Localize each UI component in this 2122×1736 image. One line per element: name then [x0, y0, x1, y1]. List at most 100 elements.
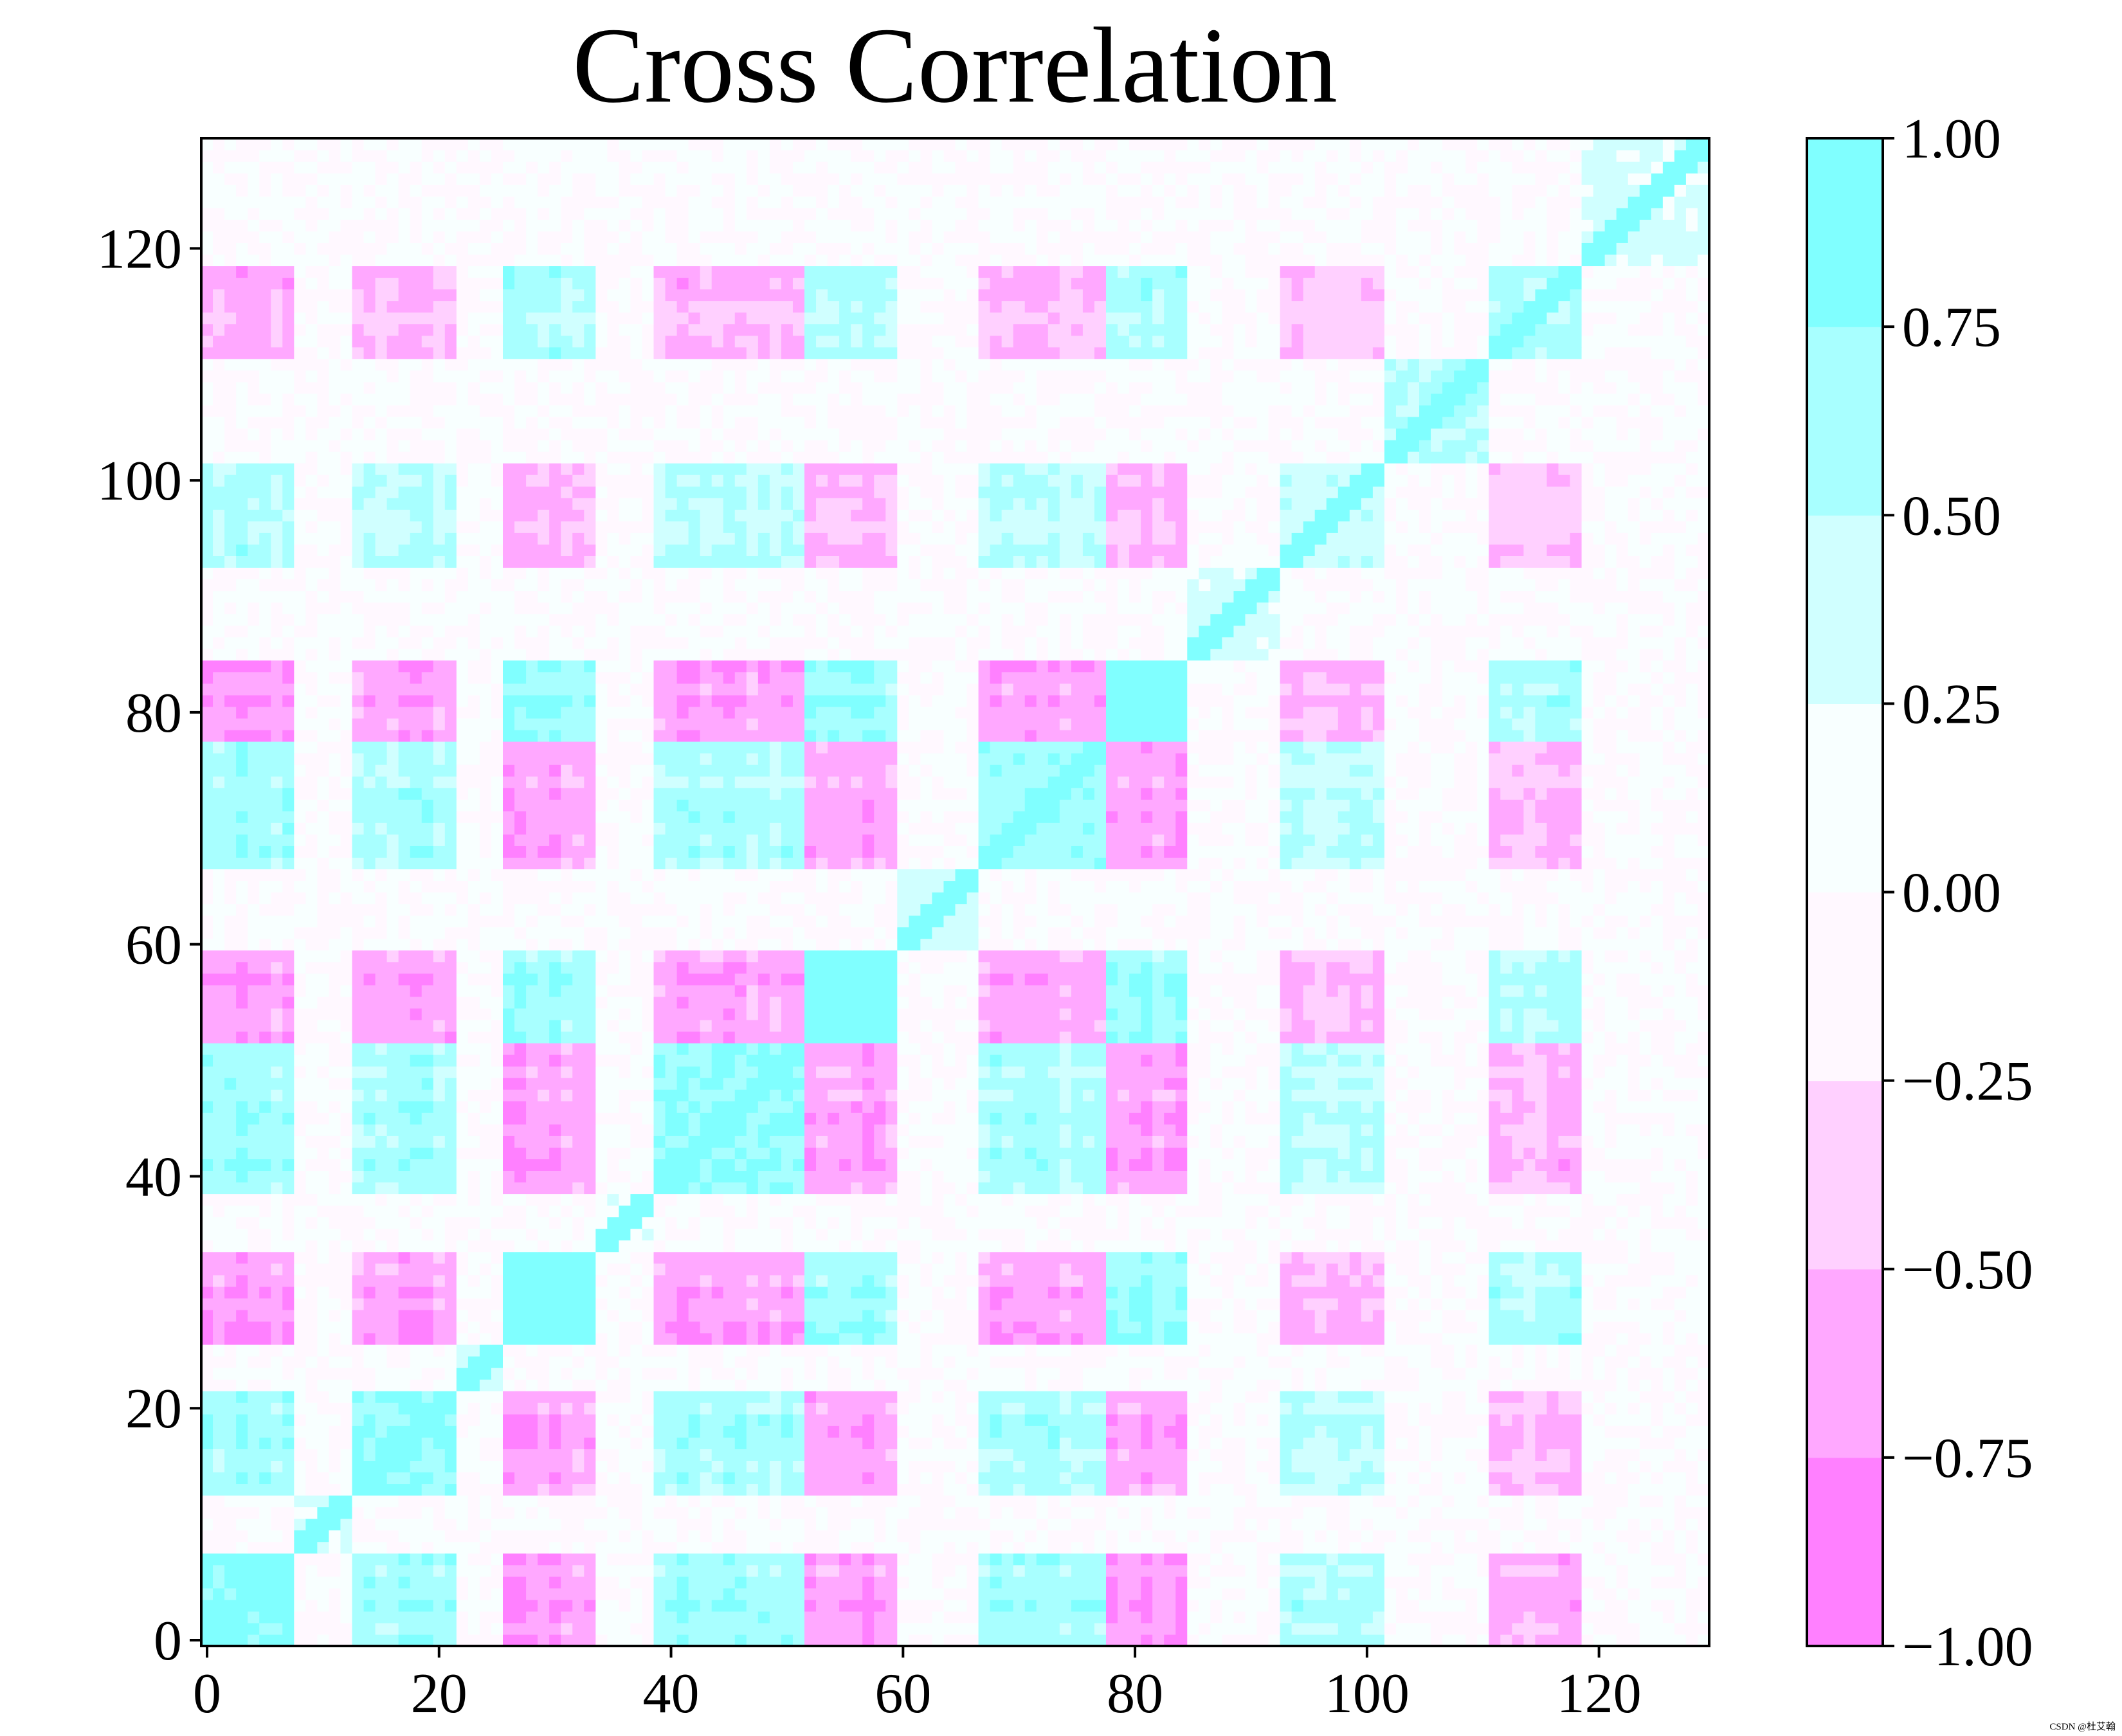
heatmap-cell — [595, 1228, 631, 1241]
heatmap-cell — [1628, 1089, 1652, 1101]
heatmap-cell — [1187, 903, 1211, 916]
heatmap-cell — [538, 1599, 550, 1612]
heatmap-cell — [1465, 961, 1489, 974]
heatmap-cell — [1558, 764, 1571, 777]
heatmap-cell — [1361, 1240, 1385, 1252]
heatmap-cell — [1535, 1193, 1548, 1206]
heatmap-cell — [433, 1599, 446, 1612]
heatmap-cell — [1558, 1356, 1571, 1368]
heatmap-cell — [966, 1066, 979, 1078]
heatmap-cell — [1094, 1240, 1165, 1252]
heatmap-cell — [1697, 938, 1710, 951]
heatmap-cell — [201, 892, 213, 905]
heatmap-cell — [456, 1263, 469, 1276]
heatmap-cell — [897, 776, 921, 788]
heatmap-cell — [1477, 996, 1489, 1009]
heatmap-cell — [1384, 1159, 1408, 1171]
heatmap-cell — [723, 961, 747, 974]
heatmap-cell — [874, 1043, 898, 1055]
heatmap-cell — [282, 1205, 295, 1218]
heatmap-cell — [1314, 1321, 1327, 1334]
heatmap-cell — [1047, 927, 1072, 939]
heatmap-cell — [1199, 1159, 1211, 1171]
heatmap-cell — [978, 834, 991, 846]
heatmap-cell — [920, 1321, 945, 1334]
heatmap-cell — [700, 915, 712, 928]
heatmap-cell — [1604, 1135, 1617, 1148]
heatmap-cell — [1558, 1402, 1582, 1415]
heatmap-cell — [1175, 1599, 1188, 1612]
heatmap-cell — [897, 1066, 909, 1078]
heatmap-cell — [503, 1344, 527, 1357]
heatmap-cell — [1593, 845, 1606, 858]
heatmap-cell — [1291, 1402, 1304, 1415]
heatmap-cell — [1431, 1297, 1443, 1310]
heatmap-cell — [1639, 1437, 1675, 1449]
heatmap-cell — [491, 1101, 503, 1113]
heatmap-cell — [955, 1506, 979, 1519]
heatmap-cell — [1581, 961, 1594, 974]
heatmap-cell — [467, 892, 480, 905]
heatmap-cell — [1199, 1425, 1222, 1438]
heatmap-cell — [816, 938, 840, 951]
heatmap-cell — [1581, 1147, 1606, 1159]
heatmap-cell — [236, 961, 248, 974]
heatmap-cell — [1546, 1124, 1582, 1136]
heatmap-cell — [1431, 1541, 1443, 1554]
heatmap-cell — [1639, 822, 1652, 835]
heatmap-cell — [757, 973, 770, 986]
heatmap-cell — [352, 1622, 376, 1635]
heatmap-cell — [317, 811, 330, 823]
heatmap-cell — [932, 1425, 956, 1438]
heatmap-cell — [294, 834, 306, 846]
heatmap-cell — [711, 1506, 736, 1519]
heatmap-cell — [943, 857, 956, 870]
heatmap-cell — [1314, 1379, 1327, 1391]
heatmap-cell — [688, 1379, 701, 1391]
heatmap-cell — [1361, 927, 1385, 939]
heatmap-cell — [1222, 1066, 1258, 1078]
heatmap-cell — [642, 1541, 678, 1554]
heatmap-cell — [1268, 776, 1281, 788]
heatmap-cell — [1361, 1124, 1374, 1136]
heatmap-cell — [271, 729, 283, 742]
heatmap-cell — [804, 845, 817, 858]
heatmap-cell — [1361, 1437, 1374, 1449]
heatmap-cell — [1106, 996, 1141, 1009]
heatmap-cell — [1210, 880, 1222, 893]
heatmap-cell — [1036, 729, 1107, 742]
heatmap-cell — [1175, 1054, 1188, 1067]
heatmap-cell — [897, 1112, 909, 1125]
heatmap-cell — [456, 1564, 492, 1577]
heatmap-cell — [920, 729, 945, 742]
heatmap-cell — [1175, 1611, 1188, 1623]
heatmap-cell — [1118, 1541, 1165, 1554]
heatmap-cell — [1141, 1402, 1188, 1415]
heatmap-cell — [1129, 1182, 1188, 1195]
heatmap-cell — [642, 1599, 655, 1612]
heatmap-cell — [503, 1425, 538, 1438]
heatmap-cell — [1245, 1472, 1269, 1485]
heatmap-cell — [1489, 1483, 1501, 1496]
heatmap-cell — [1164, 1368, 1188, 1380]
heatmap-cell — [1384, 1170, 1408, 1183]
heatmap-cell — [909, 1286, 933, 1299]
heatmap-cell — [1372, 1530, 1397, 1542]
heatmap-cell — [1291, 1495, 1350, 1508]
heatmap-cell — [630, 1054, 655, 1067]
heatmap-cell — [1210, 1078, 1222, 1090]
heatmap-cell — [1210, 1530, 1258, 1542]
heatmap-cell — [479, 1321, 503, 1334]
heatmap-cell — [584, 1518, 631, 1531]
heatmap-cell — [1535, 961, 1582, 974]
heatmap-cell — [294, 996, 318, 1009]
heatmap-cell — [1082, 776, 1107, 788]
heatmap-cell — [781, 1019, 805, 1032]
heatmap-cell — [514, 1379, 527, 1391]
heatmap-cell — [386, 927, 399, 939]
heatmap-cell — [734, 776, 805, 788]
heatmap-cell — [897, 1402, 909, 1415]
heatmap-cell — [746, 1414, 759, 1426]
heatmap-cell — [676, 1472, 689, 1485]
heatmap-cell — [769, 741, 782, 754]
